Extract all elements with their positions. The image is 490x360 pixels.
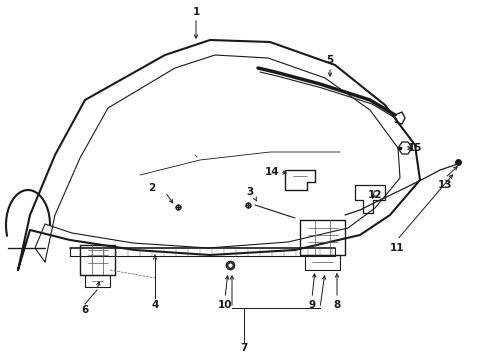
Text: 3: 3 <box>246 187 254 197</box>
Text: 2: 2 <box>148 183 156 193</box>
Text: 11: 11 <box>390 243 404 253</box>
Text: 4: 4 <box>151 300 159 310</box>
Text: 12: 12 <box>368 190 382 200</box>
Text: 7: 7 <box>240 343 247 353</box>
Text: 13: 13 <box>438 180 452 190</box>
Text: 10: 10 <box>218 300 232 310</box>
Text: 15: 15 <box>408 143 422 153</box>
Text: 1: 1 <box>193 7 199 17</box>
Text: 8: 8 <box>333 300 341 310</box>
Text: 5: 5 <box>326 55 334 65</box>
Text: 14: 14 <box>265 167 279 177</box>
Text: 9: 9 <box>308 300 316 310</box>
Text: 6: 6 <box>81 305 89 315</box>
